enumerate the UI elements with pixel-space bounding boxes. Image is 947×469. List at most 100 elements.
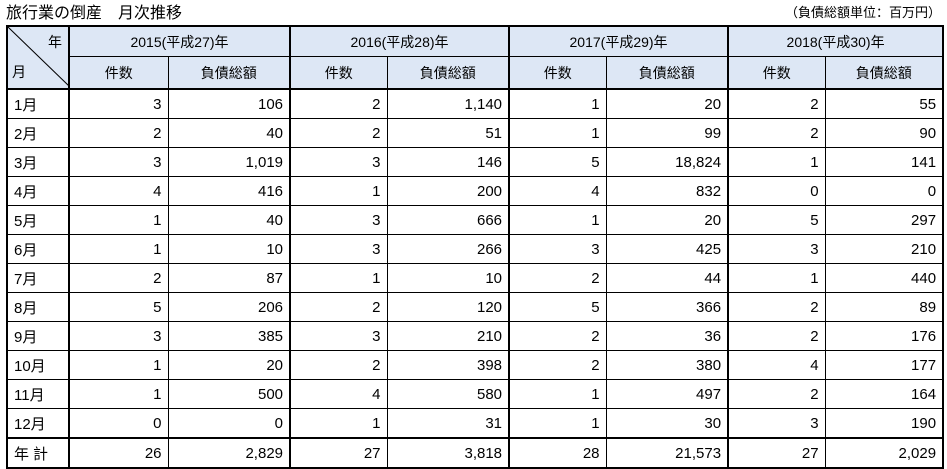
debt-header: 負債総額	[606, 56, 730, 90]
year-header: 2017(平成29)年	[508, 25, 730, 57]
total-debt-cell: 21,573	[606, 437, 730, 469]
bankruptcy-table: 年 月 2015(平成27)年 2016(平成28)年 2017(平成29)年 …	[6, 25, 945, 469]
debt-cell: 164	[825, 379, 945, 409]
diagonal-line	[8, 27, 70, 87]
total-count-cell: 26	[68, 437, 169, 469]
table-row: 1月 3 106 2 1,140 1 20 2 55	[6, 89, 945, 119]
count-cell: 1	[727, 263, 826, 293]
debt-cell: 425	[606, 234, 730, 264]
debt-cell: 398	[387, 350, 511, 380]
count-cell: 2	[289, 292, 388, 322]
count-cell: 3	[68, 147, 169, 177]
debt-cell: 380	[606, 350, 730, 380]
debt-cell: 20	[168, 350, 292, 380]
total-count-cell: 27	[727, 437, 826, 469]
month-cell: 4月	[6, 176, 70, 206]
count-cell: 2	[289, 89, 388, 119]
count-cell: 2	[727, 118, 826, 148]
table-row: 5月 1 40 3 666 1 20 5 297	[6, 205, 945, 235]
count-cell: 1	[68, 205, 169, 235]
count-cell: 2	[508, 321, 607, 351]
count-cell: 1	[289, 408, 388, 439]
count-cell: 1	[68, 234, 169, 264]
debt-header: 負債総額	[387, 56, 511, 90]
count-cell: 3	[289, 147, 388, 177]
debt-cell: 0	[168, 408, 292, 439]
year-header: 2016(平成28)年	[289, 25, 511, 57]
count-cell: 2	[727, 321, 826, 351]
count-cell: 1	[289, 176, 388, 206]
debt-cell: 44	[606, 263, 730, 293]
count-cell: 5	[508, 292, 607, 322]
debt-cell: 40	[168, 205, 292, 235]
corner-month-label: 月	[12, 64, 26, 80]
count-cell: 3	[727, 408, 826, 439]
count-cell: 2	[68, 118, 169, 148]
table-row: 6月 1 10 3 266 3 425 3 210	[6, 234, 945, 264]
debt-header: 負債総額	[825, 56, 945, 90]
debt-cell: 297	[825, 205, 945, 235]
debt-cell: 20	[606, 89, 730, 119]
month-cell: 3月	[6, 147, 70, 177]
count-cell: 4	[727, 350, 826, 380]
count-header: 件数	[727, 56, 826, 90]
count-cell: 1	[68, 379, 169, 409]
debt-cell: 1,019	[168, 147, 292, 177]
month-cell: 9月	[6, 321, 70, 351]
debt-cell: 89	[825, 292, 945, 322]
count-cell: 1	[508, 118, 607, 148]
debt-cell: 30	[606, 408, 730, 439]
count-cell: 1	[508, 89, 607, 119]
table-row: 4月 4 416 1 200 4 832 0 0	[6, 176, 945, 206]
debt-cell: 120	[387, 292, 511, 322]
month-cell: 2月	[6, 118, 70, 148]
debt-cell: 266	[387, 234, 511, 264]
debt-cell: 580	[387, 379, 511, 409]
debt-cell: 31	[387, 408, 511, 439]
count-cell: 1	[289, 263, 388, 293]
page-title: 旅行業の倒産 月次推移	[6, 3, 183, 22]
month-cell: 11月	[6, 379, 70, 409]
count-cell: 2	[68, 263, 169, 293]
debt-cell: 176	[825, 321, 945, 351]
debt-cell: 366	[606, 292, 730, 322]
count-cell: 3	[508, 234, 607, 264]
debt-cell: 40	[168, 118, 292, 148]
total-debt-cell: 2,829	[168, 437, 292, 469]
table-row: 2月 2 40 2 51 1 99 2 90	[6, 118, 945, 148]
count-cell: 5	[68, 292, 169, 322]
count-cell: 1	[508, 205, 607, 235]
debt-cell: 440	[825, 263, 945, 293]
debt-cell: 200	[387, 176, 511, 206]
corner-year-label: 年	[48, 34, 62, 50]
debt-cell: 1,140	[387, 89, 511, 119]
count-cell: 4	[508, 176, 607, 206]
table-row: 10月 1 20 2 398 2 380 4 177	[6, 350, 945, 380]
count-cell: 5	[508, 147, 607, 177]
debt-cell: 141	[825, 147, 945, 177]
debt-cell: 90	[825, 118, 945, 148]
month-cell: 8月	[6, 292, 70, 322]
count-cell: 3	[68, 89, 169, 119]
table-row: 8月 5 206 2 120 5 366 2 89	[6, 292, 945, 322]
debt-cell: 51	[387, 118, 511, 148]
year-header: 2018(平成30)年	[727, 25, 945, 57]
count-cell: 2	[508, 350, 607, 380]
table-row: 9月 3 385 3 210 2 36 2 176	[6, 321, 945, 351]
debt-cell: 20	[606, 205, 730, 235]
debt-cell: 36	[606, 321, 730, 351]
debt-cell: 99	[606, 118, 730, 148]
total-label: 年計	[6, 437, 70, 469]
count-cell: 2	[289, 118, 388, 148]
month-cell: 5月	[6, 205, 70, 235]
count-cell: 4	[68, 176, 169, 206]
table-row: 12月 0 0 1 31 1 30 3 190	[6, 408, 945, 439]
debt-cell: 146	[387, 147, 511, 177]
month-cell: 7月	[6, 263, 70, 293]
debt-cell: 106	[168, 89, 292, 119]
count-cell: 2	[727, 292, 826, 322]
debt-cell: 210	[387, 321, 511, 351]
count-header: 件数	[68, 56, 169, 90]
count-cell: 5	[727, 205, 826, 235]
debt-cell: 55	[825, 89, 945, 119]
